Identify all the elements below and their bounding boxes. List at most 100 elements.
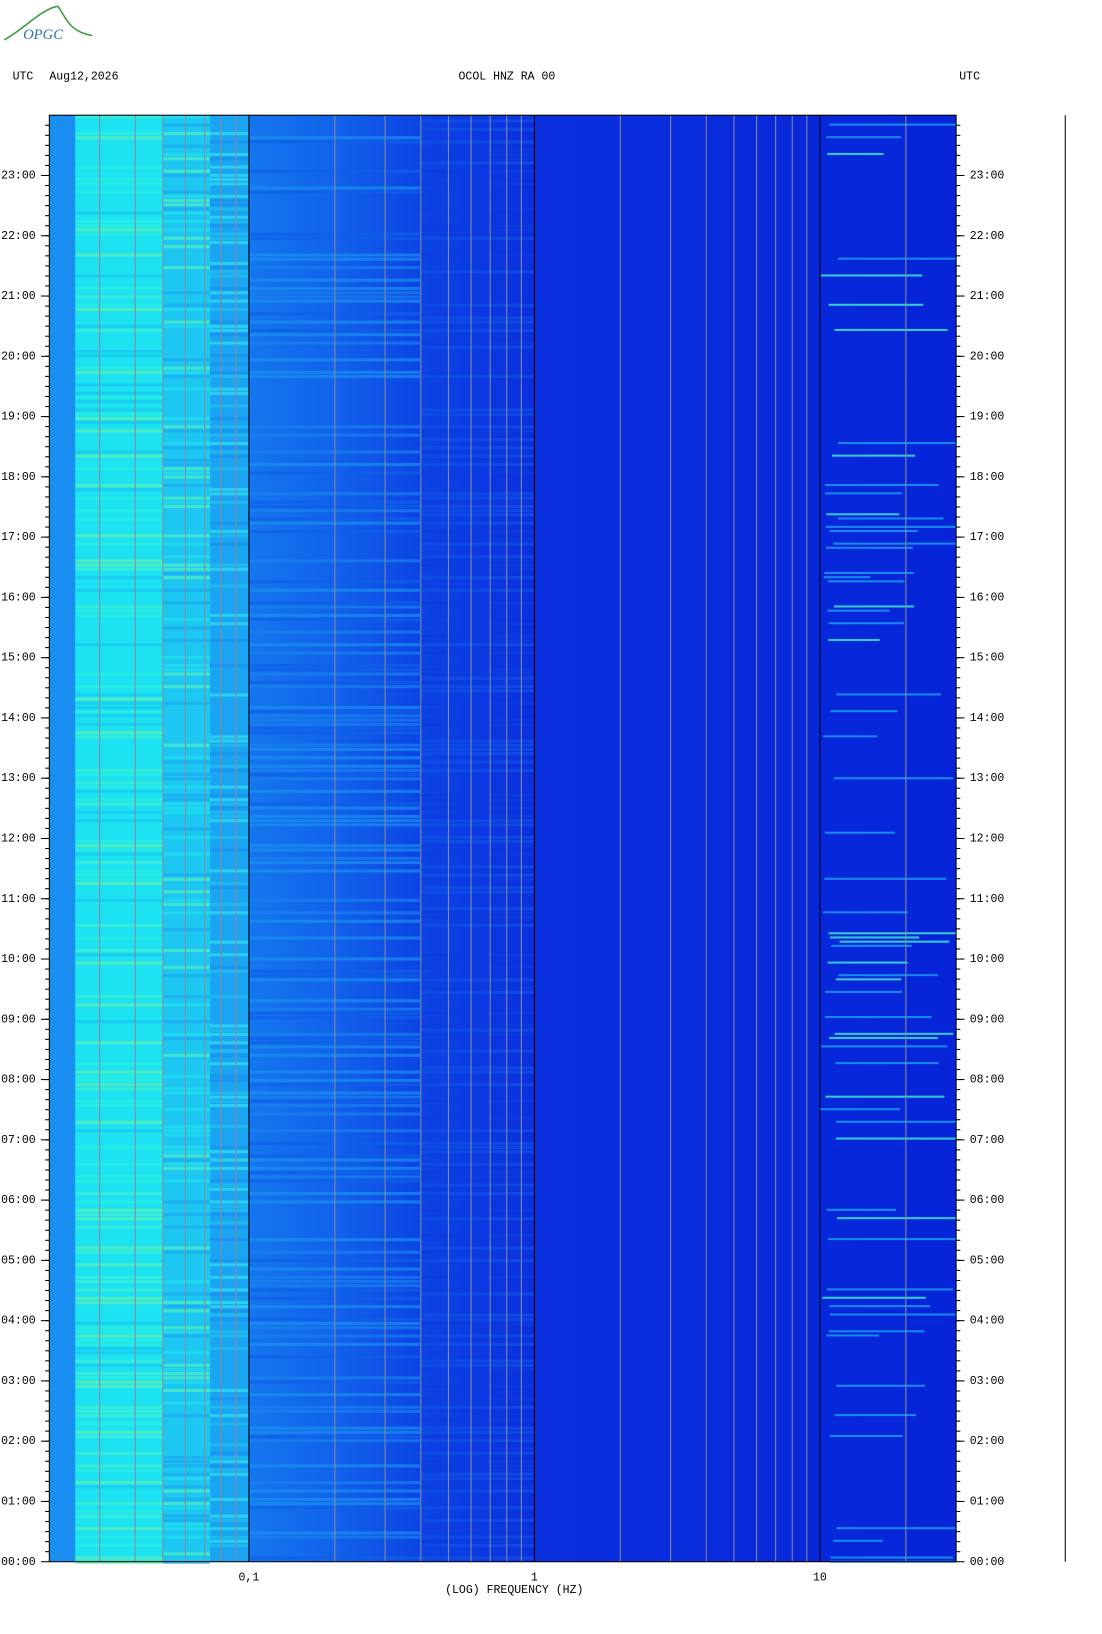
texture-streak xyxy=(209,534,249,538)
texture-streak xyxy=(162,1502,210,1506)
texture-streak xyxy=(419,676,535,680)
texture-streak xyxy=(162,1158,210,1162)
texture-streak xyxy=(419,236,535,240)
y-tick-label-left: 02:00 xyxy=(1,1435,36,1448)
texture-streak xyxy=(419,823,535,827)
texture-streak xyxy=(75,1451,163,1455)
texture-streak xyxy=(248,680,420,684)
texture-streak xyxy=(419,1451,535,1455)
texture-streak xyxy=(209,1099,249,1103)
texture-streak xyxy=(248,1041,420,1045)
texture-streak xyxy=(209,416,249,421)
texture-streak xyxy=(162,144,210,148)
texture-streak xyxy=(209,969,249,974)
texture-streak xyxy=(209,1334,249,1338)
texture-streak xyxy=(162,1518,210,1522)
texture-streak xyxy=(248,789,420,793)
y-tick-label-right: 01:00 xyxy=(970,1496,1005,1509)
texture-streak xyxy=(833,1539,883,1542)
texture-streak xyxy=(829,1036,938,1040)
texture-streak xyxy=(162,1309,210,1313)
texture-streak xyxy=(248,257,420,261)
texture-streak xyxy=(75,274,163,278)
texture-streak xyxy=(162,1326,210,1330)
texture-streak xyxy=(162,467,210,471)
texture-streak xyxy=(419,1246,535,1250)
texture-streak xyxy=(419,1476,535,1481)
texture-streak xyxy=(75,1384,163,1388)
texture-streak xyxy=(419,1384,535,1388)
texture-streak xyxy=(419,1342,535,1346)
texture-streak xyxy=(75,1083,163,1087)
texture-streak xyxy=(75,1464,163,1468)
texture-streak xyxy=(248,580,420,584)
texture-streak xyxy=(826,546,913,549)
texture-streak xyxy=(162,1489,210,1493)
y-tick-label-left: 23:00 xyxy=(1,170,36,183)
texture-streak xyxy=(209,965,249,969)
texture-streak xyxy=(162,483,210,488)
texture-streak xyxy=(419,1334,535,1338)
texture-streak xyxy=(419,1011,535,1015)
texture-streak xyxy=(828,303,924,306)
texture-streak xyxy=(248,777,420,781)
texture-streak xyxy=(75,1372,163,1376)
texture-streak xyxy=(209,450,249,454)
texture-streak xyxy=(248,1141,420,1145)
texture-streak xyxy=(248,1032,420,1036)
y-tick-label-right: 20:00 xyxy=(970,350,1005,363)
texture-streak xyxy=(248,333,420,337)
texture-streak xyxy=(162,1074,210,1078)
texture-streak xyxy=(75,1430,163,1434)
texture-streak xyxy=(209,1468,249,1472)
texture-streak xyxy=(419,437,535,441)
y-tick-label-right: 08:00 xyxy=(970,1074,1005,1087)
texture-streak xyxy=(75,190,163,194)
texture-streak xyxy=(248,957,420,961)
texture-streak xyxy=(162,835,210,839)
texture-streak xyxy=(209,1166,249,1170)
texture-streak xyxy=(162,1330,210,1334)
texture-streak xyxy=(248,1154,420,1158)
texture-streak xyxy=(419,718,535,722)
y-tick-label-left: 08:00 xyxy=(1,1074,36,1087)
texture-streak xyxy=(75,178,163,182)
texture-streak xyxy=(75,1380,163,1384)
texture-streak xyxy=(248,1535,420,1539)
texture-streak xyxy=(248,136,420,140)
texture-streak xyxy=(162,793,210,798)
texture-streak xyxy=(248,668,420,672)
texture-streak xyxy=(75,1162,163,1166)
texture-streak xyxy=(248,714,420,718)
texture-streak xyxy=(248,492,420,496)
texture-streak xyxy=(248,299,420,303)
texture-streak xyxy=(248,1083,420,1087)
texture-streak xyxy=(75,1145,163,1150)
texture-streak xyxy=(162,743,210,747)
texture-streak xyxy=(162,303,210,307)
texture-streak xyxy=(838,442,957,445)
y-tick-label-right: 10:00 xyxy=(970,953,1005,966)
texture-streak xyxy=(209,1309,249,1313)
texture-streak xyxy=(248,974,420,978)
y-tick-label-left: 00:00 xyxy=(1,1556,36,1569)
texture-streak xyxy=(248,1179,420,1183)
texture-streak xyxy=(75,421,163,425)
texture-streak xyxy=(419,567,535,571)
texture-streak xyxy=(419,1183,535,1187)
texture-streak xyxy=(830,1556,953,1559)
texture-streak xyxy=(248,1296,420,1300)
texture-streak xyxy=(209,404,249,408)
texture-streak xyxy=(209,194,249,198)
texture-streak xyxy=(209,374,249,379)
texture-streak xyxy=(248,312,420,316)
texture-streak xyxy=(162,1212,210,1217)
texture-streak xyxy=(419,701,535,705)
texture-streak xyxy=(162,496,210,500)
texture-streak xyxy=(209,622,249,626)
texture-streak xyxy=(162,207,210,211)
texture-streak xyxy=(162,458,210,462)
texture-streak xyxy=(75,1288,163,1292)
texture-streak xyxy=(419,1317,535,1321)
texture-streak xyxy=(162,219,210,224)
